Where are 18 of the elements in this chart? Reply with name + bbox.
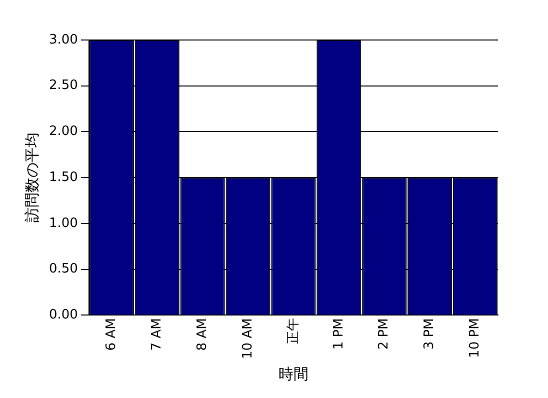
x-tick-label: 10 PM [468, 318, 483, 358]
x-tick-label: 1 PM [331, 318, 346, 350]
y-tick-label: 1.00 [48, 216, 78, 231]
x-tick-label: 8 AM [194, 318, 210, 351]
y-axis-title: 訪問数の平均 [22, 132, 41, 223]
y-tick-label: 3.00 [48, 32, 78, 48]
y-tick-label: 0.00 [48, 308, 78, 323]
x-tick-label: 3 PM [422, 318, 438, 350]
x-tick-label: 7 AM [149, 318, 164, 351]
y-tick-label: 2.00 [48, 124, 78, 140]
x-axis-title: 時間 [278, 364, 308, 383]
y-tick-label: 0.50 [48, 262, 78, 277]
x-tick-label: 6 AM [104, 318, 120, 351]
y-tick-label: 1.50 [48, 170, 78, 185]
x-tick-label: 2 PM [376, 318, 392, 350]
x-tick-label: 正午 [286, 318, 301, 344]
x-tick-label: 10 AM [240, 318, 256, 360]
y-tick-label: 2.50 [48, 78, 78, 94]
